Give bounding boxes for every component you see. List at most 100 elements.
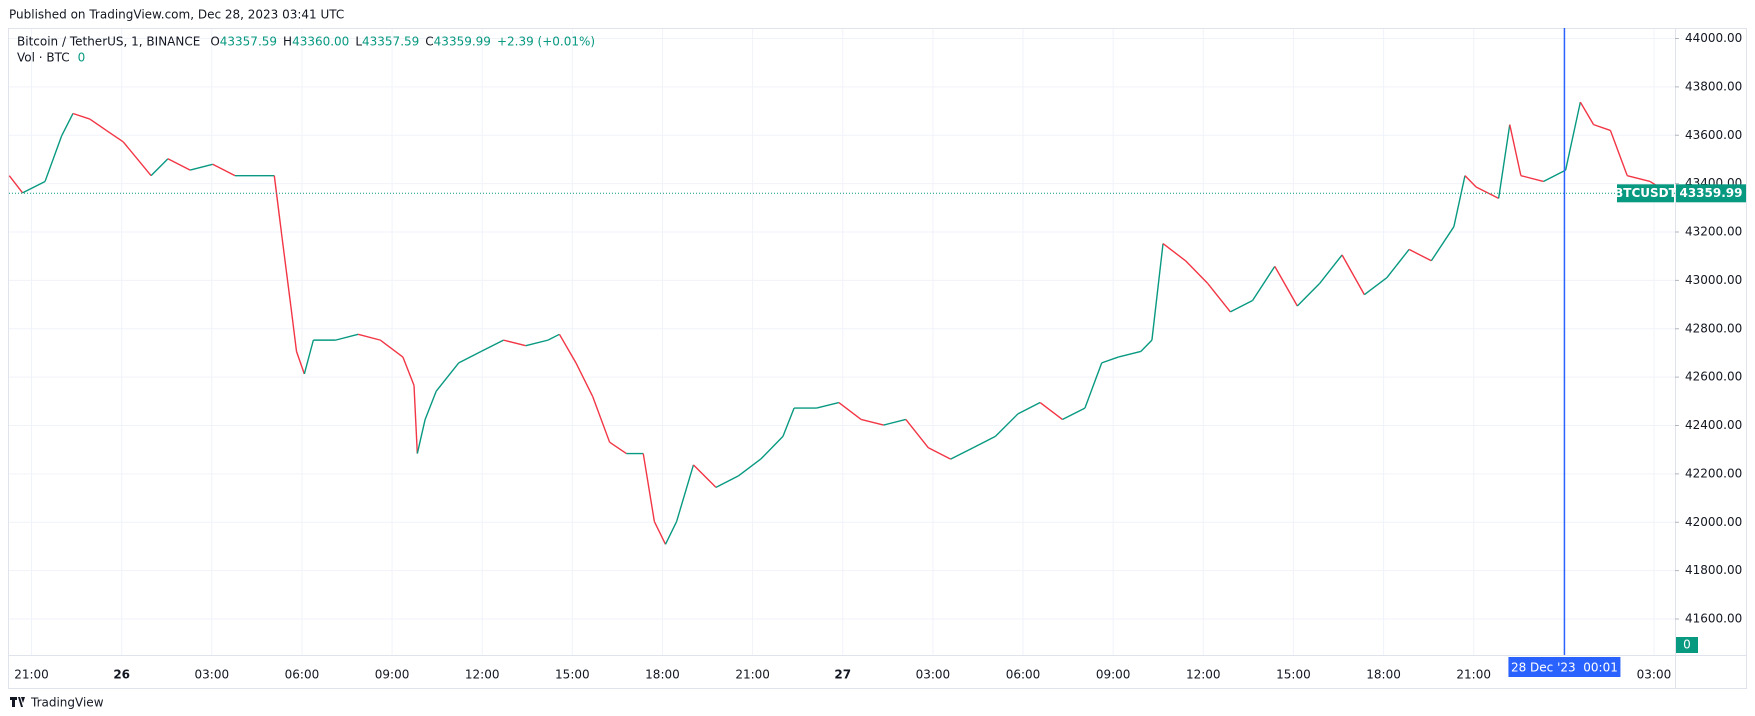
price-segment [1593,123,1611,132]
price-segment [609,441,627,455]
price-segment [480,339,504,353]
price-segment [72,112,91,120]
price-segment [44,135,63,182]
price-segment [1162,243,1186,262]
price-segment [928,447,951,460]
ohlc-change: +2.39 (+0.01%) [497,35,595,49]
y-tick-label: 43200.00 [1685,225,1742,239]
price-segment [273,175,283,239]
price-segment [8,175,24,194]
crosshair-label-box [1508,657,1621,677]
price-tag [1676,184,1746,203]
price-segment [357,333,381,341]
price-segment [760,435,784,460]
frame [8,28,1747,689]
ohlc-key: L [355,35,362,49]
x-tick-label: 12:00 [465,668,500,682]
price-segment [335,333,359,341]
price-segment [1341,254,1365,295]
price-segment [547,333,560,341]
x-tick-label: 06:00 [285,668,320,682]
price-segment [642,453,656,522]
x-tick-label: 03:00 [916,668,951,682]
price-segment [1274,266,1298,307]
price-segment [1579,101,1595,125]
price-segment [1497,124,1511,199]
price-segment [972,435,996,449]
price-segment [189,163,213,171]
price-segment [1430,226,1455,262]
symbol-tag [1617,184,1674,203]
price-segment [22,180,46,194]
x-tick-label: 27 [834,668,851,682]
x-tick-label: 21:00 [735,668,770,682]
price-segment [1543,169,1566,183]
price-segment [413,385,419,454]
price-segment [1207,283,1231,313]
price-segment [458,350,482,364]
price-segment [675,464,695,522]
grid [9,29,1675,655]
x-tick-label: 21:00 [14,668,49,682]
symbol-tag-label: BTCUSDT [1614,186,1677,200]
price-segment [592,396,611,443]
price-segment [653,521,667,545]
price-segment [281,237,292,307]
y-tick-label: 43600.00 [1685,128,1742,142]
plot [8,101,1670,545]
volume-tag [1676,637,1698,653]
price-segment [838,401,862,421]
price-segment [1453,175,1466,227]
x-tick-label: 09:00 [1096,668,1131,682]
x-tick-label: 03:00 [195,668,230,682]
y-tick-label: 43000.00 [1685,273,1742,287]
price-segment [303,339,315,375]
price-segment [379,339,404,358]
y-tick-label: 41800.00 [1685,563,1742,577]
y-tick-label: 43800.00 [1685,79,1742,93]
footer: TradingView [10,696,104,710]
price-segment [816,401,840,409]
price-segment [212,163,236,177]
price-segment [1296,283,1321,307]
price-segment [737,458,762,477]
x-tick-label: 21:00 [1456,668,1491,682]
price-segment [122,141,152,177]
x-tick-label: 26 [113,668,130,682]
price-segment [295,351,306,375]
y-tick-label: 42600.00 [1685,370,1742,384]
price-segment [60,113,74,137]
price-segment [435,362,460,392]
ohlc-value: 43359.99 [434,35,491,49]
price-segment [664,521,678,545]
x-tick-label: 15:00 [1276,668,1311,682]
ohlc-key: O [210,35,219,49]
price-segment [1564,101,1582,171]
price-segment [1475,186,1499,200]
price-segment [950,447,974,460]
price-tag-label: 43359.99 [1679,186,1742,200]
x-tick-label: 06:00 [1006,668,1041,682]
price-segment [782,407,795,437]
brand: TradingView [30,696,104,710]
price-segment [1185,260,1209,285]
price-segment [1140,339,1153,352]
price-segment [1386,248,1410,279]
price-segment [503,339,526,347]
price-segment [558,333,577,364]
price-segment [1363,277,1388,296]
price-segment [1039,401,1063,421]
ohlc-key: C [425,35,433,49]
price-segment [1017,401,1041,415]
price-segment [1230,299,1253,313]
x-tick-label: 12:00 [1186,668,1221,682]
price-segment [105,129,124,143]
price-segment [290,305,298,352]
price-segment [905,419,929,449]
ohlc-value: 43357.59 [362,35,419,49]
volume-tag-label: 0 [1683,638,1691,652]
price-segment [1151,243,1164,341]
price-segment [1062,407,1086,421]
